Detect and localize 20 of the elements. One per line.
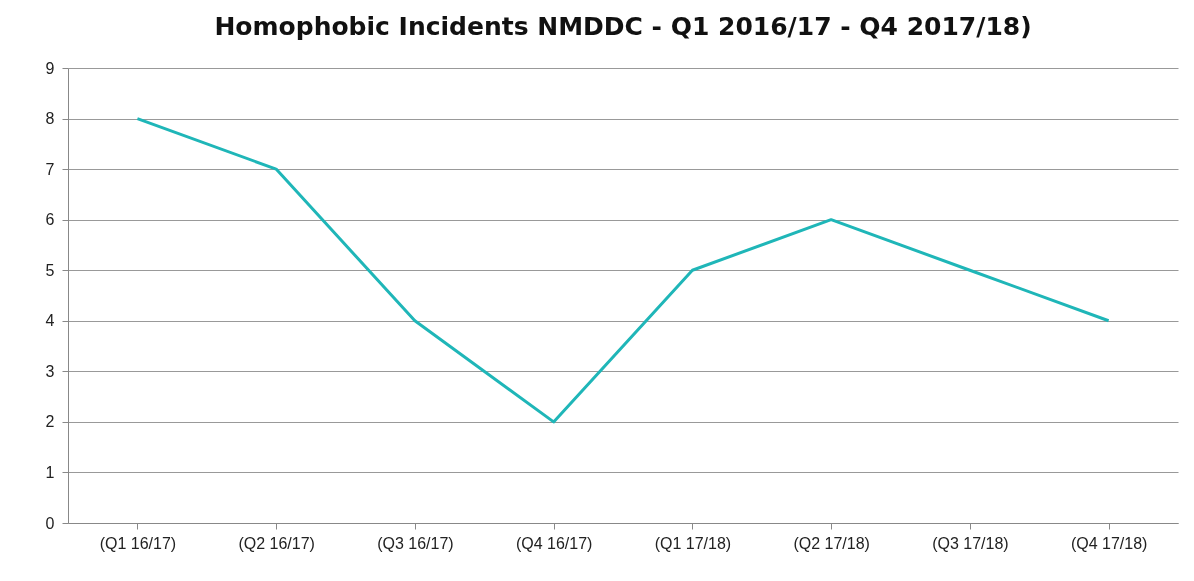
- x-tick-label: (Q4 16/17): [515, 534, 593, 552]
- y-tick-label: 4: [45, 312, 55, 330]
- x-tick-label: (Q3 17/18): [932, 534, 1009, 552]
- y-tick-label: 7: [45, 160, 55, 178]
- x-tick-label: (Q1 17/18): [654, 534, 732, 552]
- x-tick-label: (Q4 17/18): [1070, 534, 1148, 552]
- y-tick-label: 3: [45, 362, 55, 380]
- y-tick-label: 6: [45, 211, 55, 229]
- chart-title: Homophobic Incidents NMDDC - Q1 2016/17 - Q4 2017/18): [214, 12, 1032, 41]
- x-tick-label: (Q1 16/17): [99, 534, 177, 552]
- x-tick-label: (Q3 16/17): [377, 534, 454, 552]
- y-tick-label: 8: [45, 110, 55, 128]
- y-tick-label: 2: [45, 413, 55, 431]
- x-tick-label: (Q2 17/18): [793, 534, 870, 552]
- x-tick-label: (Q2 16/17): [238, 534, 315, 552]
- y-tick-label: 1: [45, 463, 55, 481]
- y-tick-label: 9: [45, 59, 55, 77]
- y-tick-label: 0: [45, 514, 55, 532]
- y-tick-label: 5: [45, 261, 55, 279]
- line-series: [135, 117, 1111, 424]
